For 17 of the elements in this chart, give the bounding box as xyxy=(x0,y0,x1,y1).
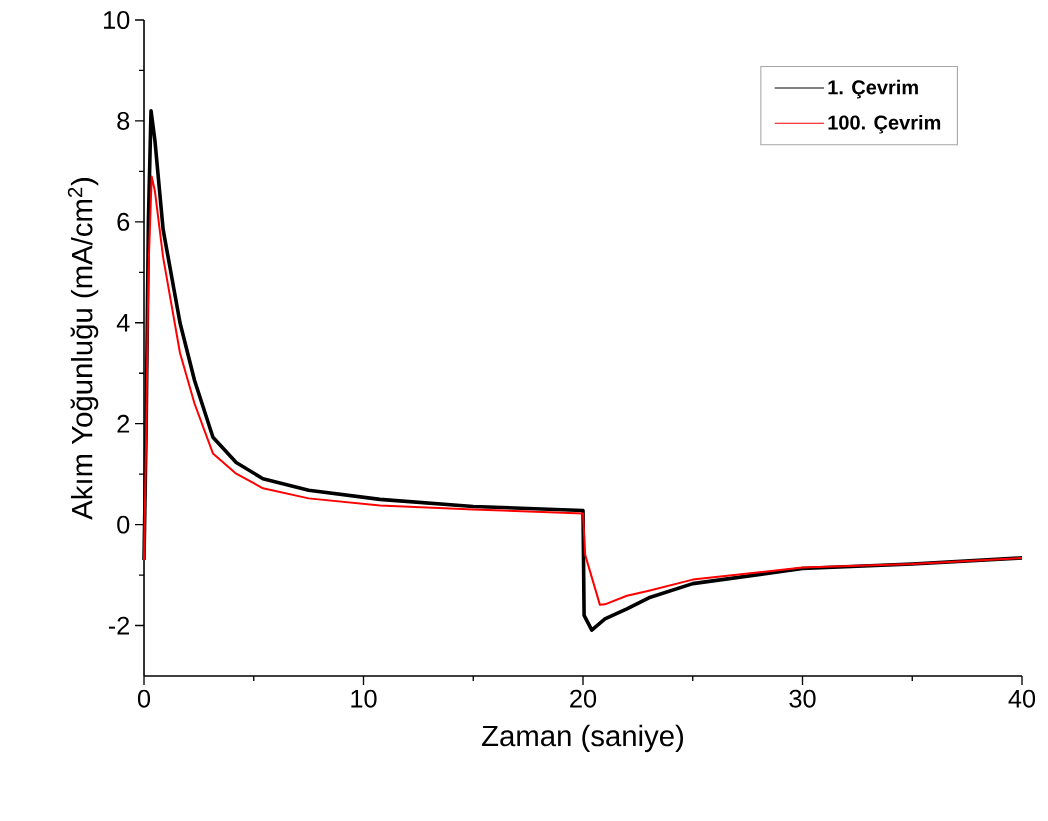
y-tick-label: 2 xyxy=(117,414,130,433)
y-tick-label: 0 xyxy=(117,515,130,534)
y-tick-label: 6 xyxy=(117,212,130,231)
legend-label: 1. Çevrim xyxy=(828,79,918,99)
y-tick-label: 8 xyxy=(117,111,130,130)
line-series xyxy=(143,175,1024,606)
x-axis-title: Zaman (saniye) xyxy=(482,724,684,753)
x-tick-label: 10 xyxy=(351,689,377,708)
x-tick-label: 40 xyxy=(1008,689,1036,708)
x-tick-label: 20 xyxy=(570,689,597,708)
x-tick-label: 30 xyxy=(789,689,816,708)
legend-label: 100. Çevrim xyxy=(828,114,941,134)
y-axis-title: Akım Yoğunluğu (mA/cm$^{2}$) xyxy=(67,178,99,520)
y-tick-label: -2 xyxy=(108,616,130,635)
y-tick-label: 4 xyxy=(116,314,130,332)
x-tick-label: 0 xyxy=(137,689,151,708)
y-tick-label: 10 xyxy=(104,11,130,29)
